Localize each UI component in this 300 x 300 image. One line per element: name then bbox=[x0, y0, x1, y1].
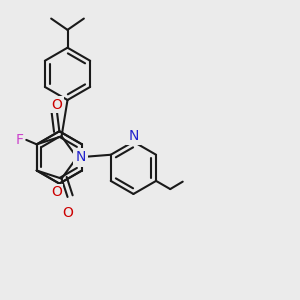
Text: N: N bbox=[75, 150, 86, 164]
Text: O: O bbox=[52, 98, 62, 112]
Text: F: F bbox=[15, 133, 23, 147]
Text: N: N bbox=[128, 129, 139, 143]
Text: O: O bbox=[62, 206, 73, 220]
Text: O: O bbox=[51, 185, 62, 199]
